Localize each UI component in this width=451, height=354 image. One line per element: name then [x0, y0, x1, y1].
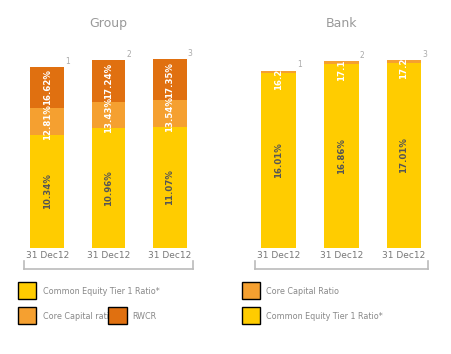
Bar	[152, 127, 186, 248]
Text: 2: 2	[359, 51, 364, 60]
Text: 17.01%: 17.01%	[399, 137, 408, 173]
Title: Group: Group	[89, 17, 127, 30]
Text: 17.35%: 17.35%	[165, 62, 174, 97]
Text: Core Capital ratio: Core Capital ratio	[43, 312, 114, 321]
Text: 1: 1	[65, 57, 70, 66]
Text: 16.27%: 16.27%	[273, 54, 282, 90]
Text: RWCR: RWCR	[132, 312, 156, 321]
Text: Core Capital Ratio: Core Capital Ratio	[265, 287, 338, 296]
Bar	[261, 73, 295, 248]
Text: 17.24%: 17.24%	[104, 63, 113, 99]
Bar	[386, 60, 420, 63]
Text: 11.07%: 11.07%	[165, 170, 174, 205]
Text: 2: 2	[126, 50, 131, 59]
Text: 17.12%: 17.12%	[336, 45, 345, 81]
Text: 10.34%: 10.34%	[43, 173, 51, 210]
Title: Bank: Bank	[325, 17, 356, 30]
Bar	[323, 61, 358, 64]
Text: Common Equity Tier 1 Ratio*: Common Equity Tier 1 Ratio*	[265, 312, 382, 321]
Bar	[92, 60, 125, 102]
Bar	[386, 63, 420, 248]
Bar	[261, 70, 295, 73]
Text: 1: 1	[296, 61, 301, 69]
Text: 10.96%: 10.96%	[104, 170, 113, 206]
Text: 3: 3	[422, 50, 426, 59]
Bar	[323, 64, 358, 248]
Bar	[152, 100, 186, 127]
Text: 16.62%: 16.62%	[43, 70, 51, 105]
Text: 13.54%: 13.54%	[165, 96, 174, 132]
Text: 12.81%: 12.81%	[43, 104, 51, 140]
Text: Common Equity Tier 1 Ratio*: Common Equity Tier 1 Ratio*	[43, 287, 159, 296]
Bar	[30, 67, 64, 108]
Bar	[92, 129, 125, 248]
Text: 16.86%: 16.86%	[336, 138, 345, 174]
Text: 16.01%: 16.01%	[273, 143, 282, 178]
Bar	[92, 102, 125, 129]
Bar	[30, 135, 64, 248]
Text: 17.27%: 17.27%	[399, 43, 408, 79]
Bar	[152, 59, 186, 100]
Text: 13.43%: 13.43%	[104, 97, 113, 133]
Bar	[30, 108, 64, 135]
Text: 3: 3	[187, 49, 192, 58]
